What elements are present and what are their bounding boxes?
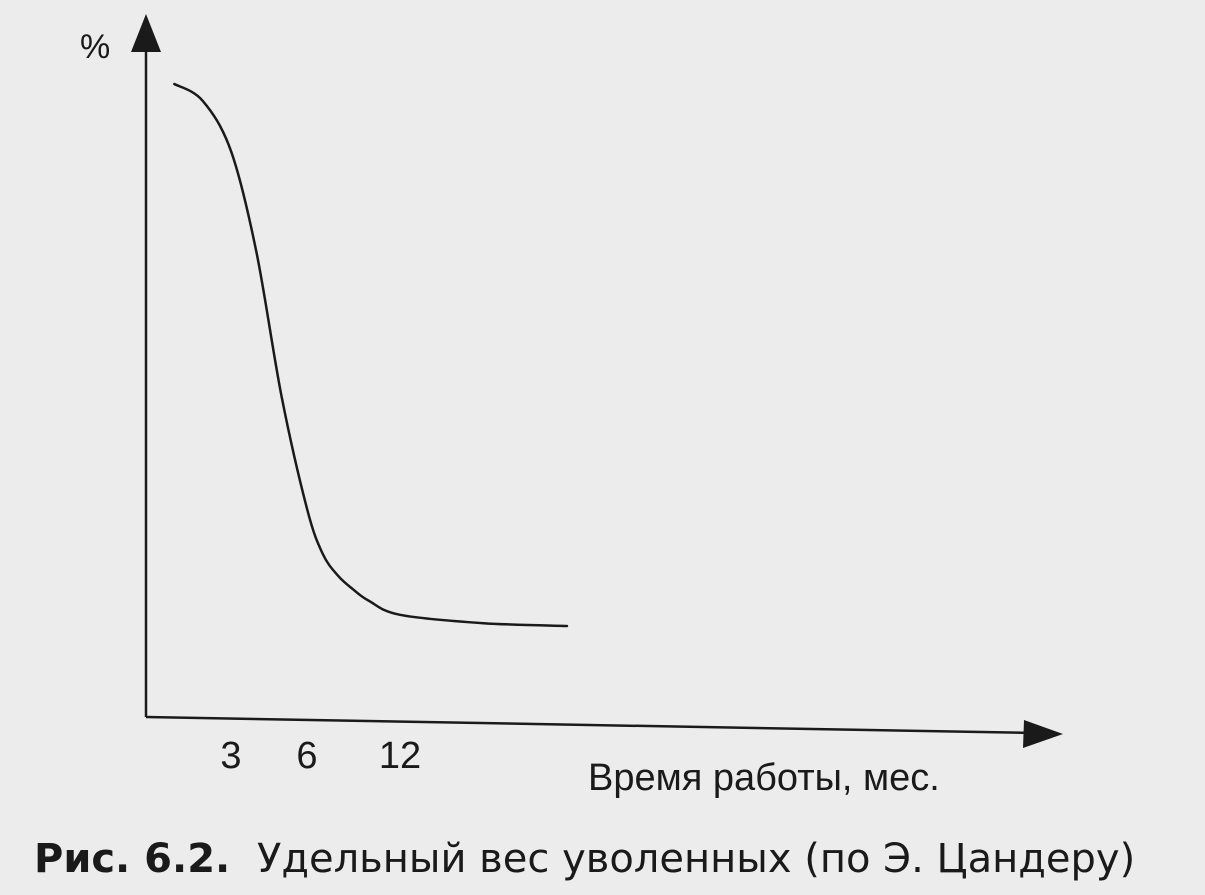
x-tick-labels: 3 6 12 <box>220 735 421 777</box>
x-axis-arrow <box>1023 720 1063 748</box>
x-tick-label: 6 <box>296 735 317 777</box>
caption-text: Удельный вес уволенных (по Э. Цандеру) <box>257 836 1135 882</box>
y-axis-label: % <box>80 28 110 66</box>
x-axis-label: Время работы, мес. <box>588 757 940 799</box>
figure-caption: Рис. 6.2. Удельный вес уволенных (по Э. … <box>34 836 1135 882</box>
caption-prefix: Рис. 6.2. <box>34 836 230 882</box>
y-axis-arrow <box>131 14 161 52</box>
x-tick-label: 12 <box>379 735 421 777</box>
series-line <box>173 82 569 628</box>
x-axis-line <box>145 715 1036 735</box>
x-tick-label: 3 <box>220 735 241 777</box>
